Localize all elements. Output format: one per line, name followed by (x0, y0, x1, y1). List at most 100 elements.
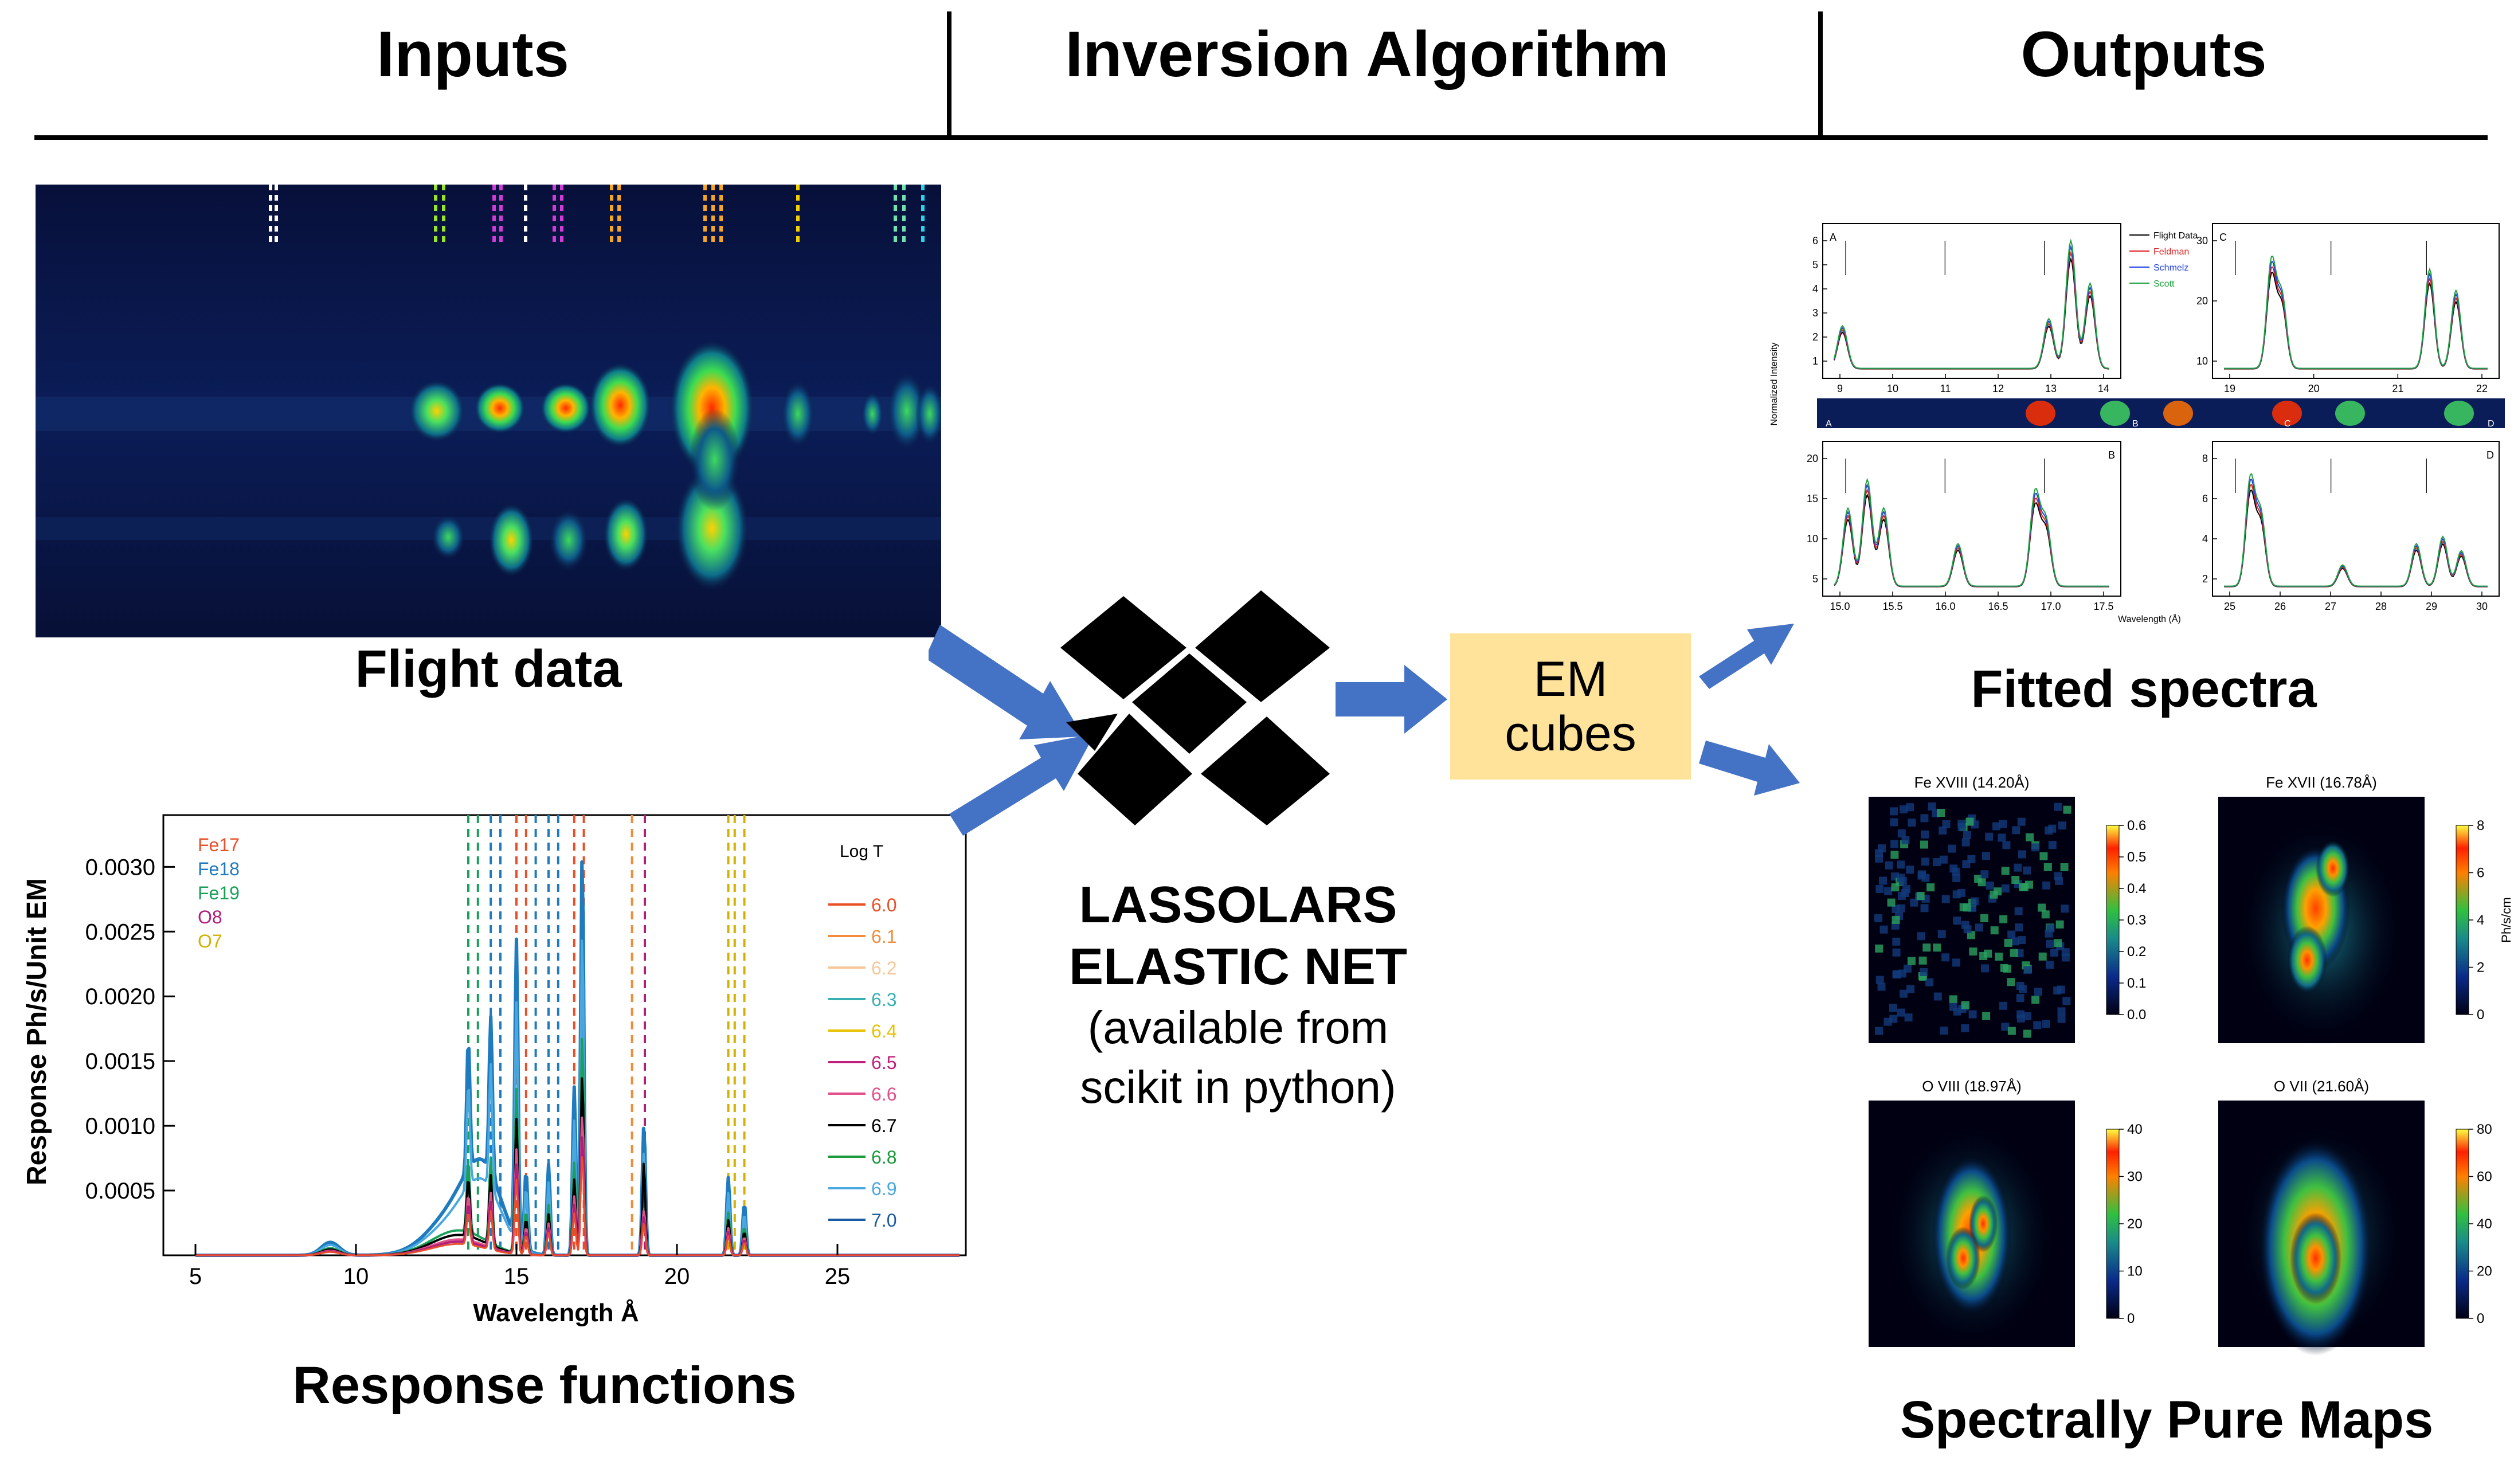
spectral-map-pixel (2001, 1023, 2010, 1031)
fitted-x-tick-label: 17.0 (2041, 601, 2061, 612)
spectral-map-colorbar-label: 40 (2127, 1122, 2143, 1137)
spectral-map-pixel (1981, 964, 1989, 973)
spectral-map-pixel (2042, 881, 2051, 890)
fitted-x-tick-label: 29 (2426, 601, 2437, 612)
algorithm-logo (1060, 590, 1330, 825)
spectral-map-pixel (1874, 914, 1882, 922)
spectral-map-pixel (1949, 864, 1958, 873)
fitted-y-tick-label: 10 (2196, 355, 2208, 367)
arrow-algo-to-em (1336, 665, 1447, 734)
spectral-map-pixel (1939, 826, 1947, 835)
spectral-map-pixel (1933, 943, 1941, 952)
spectral-map-pixel (2023, 966, 2032, 974)
spectral-map-pixel (1879, 876, 1887, 885)
spectral-map-pixel (1980, 914, 1988, 922)
spectral-map-pixel (2045, 929, 2053, 938)
header-divider-left (947, 11, 951, 138)
fitted-curve (1834, 477, 2109, 587)
spectral-map-pixel (1892, 915, 1900, 924)
spectral-map-pixel (2004, 939, 2012, 947)
arrow-flight-to-algo (929, 625, 1083, 739)
fitted-strip-label: B (2132, 419, 2139, 429)
spectral-map-pixel (1897, 860, 1905, 869)
response-x-tick-label: 10 (343, 1264, 369, 1289)
fitted-y-tick-label: 8 (2202, 453, 2208, 464)
spectral-map-pixel (1875, 944, 1883, 953)
spectral-map-pixel (2041, 910, 2050, 919)
spectral-map-colorbar-label: 60 (2477, 1169, 2492, 1185)
spectral-map-pixel (2025, 880, 2033, 889)
arrows-right (1699, 624, 1800, 796)
spectral-map-pixel (1963, 925, 1972, 934)
spectral-map-colorbar-label: 4 (2477, 913, 2484, 928)
fitted-legend-entry: Schmelz (2153, 263, 2188, 273)
spectral-map-pixel (1969, 947, 1977, 956)
spectral-map-pixel (2039, 852, 2048, 860)
spectral-map-blob (2316, 840, 2350, 897)
fitted-x-tick-label: 10 (1887, 383, 1898, 394)
spectral-map-pixel (1952, 958, 1960, 967)
fitted-strip-label: C (2284, 419, 2291, 429)
header-inputs: Inputs (377, 18, 569, 90)
spectral-map-pixel (1890, 851, 1899, 859)
caption-response-functions: Response functions (292, 1356, 797, 1415)
spectral-map-pixel (2034, 988, 2042, 996)
response-curve (195, 939, 960, 1256)
spectral-map-title: O VIII (18.97Å) (1922, 1078, 2021, 1095)
spectral-map-pixel (1902, 885, 1911, 894)
spectral-map-pixel (2023, 1029, 2031, 1038)
algorithm-name-2: ELASTIC NET (1068, 938, 1407, 996)
fitted-x-tick-label: 11 (1940, 383, 1951, 394)
spectral-map: O VII (21.60Å) 0 20 40 60 80 (2218, 1078, 2492, 1356)
spectral-map-pixel (1933, 992, 1942, 1001)
spectral-map-colorbar-label: 40 (2477, 1216, 2492, 1232)
spectral-map-pixel (1884, 887, 1893, 895)
spectral-map-pixel (1962, 860, 1971, 868)
spectral-map-pixel (1920, 814, 1929, 823)
fitted-y-tick-label: 2 (1812, 331, 1818, 343)
caption-fitted-spectra: Fitted spectra (1971, 660, 2317, 718)
spectral-map-pixel (1889, 1015, 1898, 1023)
header-outputs: Outputs (2020, 18, 2267, 90)
spectral-map-pixel (1999, 1001, 2007, 1010)
fitted-x-tick-label: 26 (2274, 601, 2286, 612)
spectral-map-colorbar-unit: Ph/s/cm (2499, 897, 2511, 942)
spectral-map-pixel (1980, 870, 1989, 879)
spectral-map-pixel (1877, 982, 1886, 991)
fitted-y-axis-label: Normalized Intensity (1769, 343, 1779, 426)
fitted-strip-blob (2272, 401, 2302, 426)
fitted-strip-blob (2444, 401, 2474, 426)
spectral-map-pixel (2063, 805, 2071, 814)
spectral-map-pixel (2001, 867, 2010, 875)
spectral-map-pixel (1885, 861, 1893, 870)
em-cubes-line2: cubes (1505, 706, 1636, 761)
spectral-map-colorbar (2456, 825, 2469, 1015)
fitted-x-tick-label: 27 (2325, 601, 2336, 612)
spectral-map-pixel (2017, 817, 2026, 826)
spectral-map-colorbar-label: 0.3 (2127, 913, 2146, 928)
spectral-map-pixel (1971, 897, 1979, 906)
spectral-map-pixel (2016, 1010, 2025, 1019)
response-logt-legend-entry: 6.7 (871, 1115, 896, 1136)
fitted-y-tick-label: 1 (1812, 355, 1818, 367)
spectral-map-blob (1946, 1227, 1980, 1290)
spectral-map-pixel (2057, 1015, 2066, 1023)
spectral-map-pixel (1937, 930, 1946, 938)
fitted-y-tick-label: 3 (1812, 307, 1818, 319)
spectral-map-pixel (2050, 948, 2058, 957)
spectral-map-colorbar-label: 0 (2477, 1007, 2484, 1023)
fitted-curve (1834, 483, 2109, 587)
spectral-map-pixel (2014, 863, 2022, 872)
response-logt-legend-entry: 6.4 (871, 1021, 896, 1041)
spectral-map-colorbar-label: 2 (2477, 960, 2484, 976)
arrow-em-to-spectra (1699, 624, 1794, 689)
spectral-map-pixel (1904, 1013, 1913, 1022)
spectral-map-pixel (2000, 964, 2008, 972)
header-algorithm: Inversion Algorithm (1065, 18, 1669, 90)
spectral-map-colorbar-label: 0.2 (2127, 944, 2146, 960)
fitted-curve (2224, 473, 2488, 587)
spectral-map-pixel (2018, 985, 2027, 993)
spectral-map-pixel (2062, 997, 2071, 1005)
fitted-y-tick-label: 15 (1807, 493, 1818, 504)
